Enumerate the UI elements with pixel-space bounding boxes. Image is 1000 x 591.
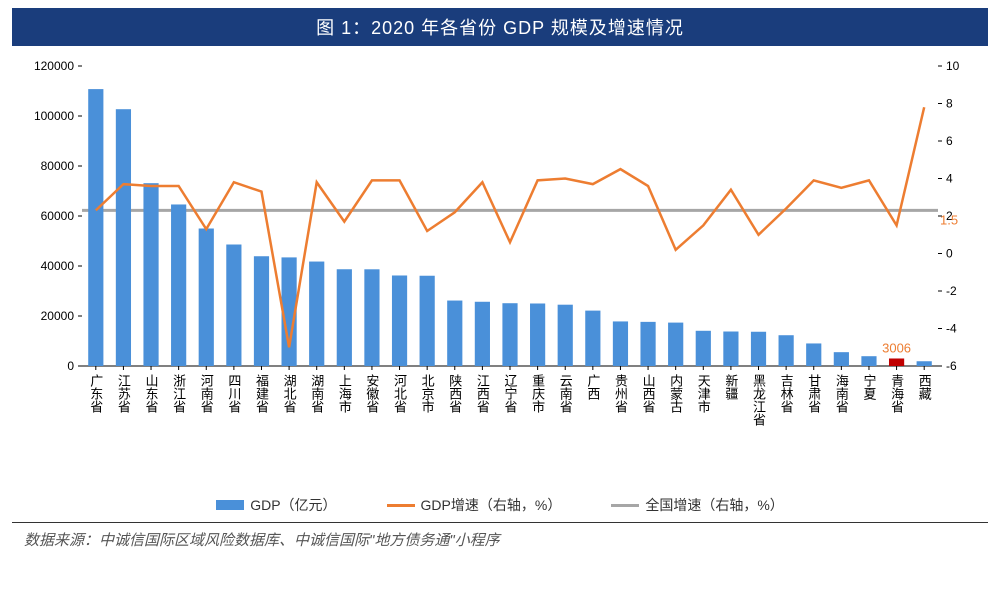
svg-text:0: 0 <box>946 247 953 261</box>
legend-line-label: GDP增速（右轴，%） <box>421 495 562 515</box>
legend-flat: 全国增速（右轴，%） <box>611 495 783 515</box>
svg-text:3006: 3006 <box>882 340 911 355</box>
legend-flat-swatch <box>611 504 639 507</box>
legend-line: GDP增速（右轴，%） <box>387 495 562 515</box>
svg-text:山东省: 山东省 <box>144 374 159 413</box>
svg-text:广西: 广西 <box>585 374 600 400</box>
svg-text:海南省: 海南省 <box>834 374 849 413</box>
svg-text:河北省: 河北省 <box>392 374 407 413</box>
legend-bar-swatch <box>216 500 244 510</box>
source-text: 数据来源：中诚信国际区域风险数据库、中诚信国际"地方债务通"小程序 <box>24 529 1000 550</box>
svg-text:天津市: 天津市 <box>696 374 711 413</box>
svg-text:河南省: 河南省 <box>199 374 214 413</box>
svg-text:陕西省: 陕西省 <box>447 374 462 413</box>
svg-text:新疆: 新疆 <box>723 373 738 400</box>
svg-text:宁夏: 宁夏 <box>861 373 876 400</box>
svg-text:北京市: 北京市 <box>420 374 435 413</box>
svg-text:山西省: 山西省 <box>641 374 656 413</box>
svg-text:-2: -2 <box>946 284 957 298</box>
svg-text:120000: 120000 <box>34 59 74 73</box>
svg-text:吉林省: 吉林省 <box>779 374 794 413</box>
svg-text:20000: 20000 <box>41 309 75 323</box>
footer-divider <box>12 522 988 523</box>
svg-text:重庆市: 重庆市 <box>530 373 545 413</box>
legend-flat-label: 全国增速（右轴，%） <box>645 495 783 515</box>
legend: GDP（亿元） GDP增速（右轴，%） 全国增速（右轴，%） <box>12 495 988 515</box>
svg-text:贵州省: 贵州省 <box>613 374 628 413</box>
svg-text:江苏省: 江苏省 <box>116 374 131 413</box>
svg-text:6: 6 <box>946 134 953 148</box>
svg-text:西藏: 西藏 <box>917 374 932 400</box>
svg-text:广东省: 广东省 <box>88 374 103 413</box>
svg-text:四川省: 四川省 <box>226 374 241 413</box>
svg-text:上海市: 上海市 <box>337 374 352 413</box>
svg-text:10: 10 <box>946 59 960 73</box>
legend-bar: GDP（亿元） <box>216 495 336 515</box>
svg-text:云南省: 云南省 <box>558 374 573 413</box>
svg-text:湖南省: 湖南省 <box>309 374 324 413</box>
chart-title: 图 1：2020 年各省份 GDP 规模及增速情况 <box>12 8 988 46</box>
legend-line-swatch <box>387 504 415 507</box>
svg-text:福建省: 福建省 <box>254 374 269 413</box>
svg-text:浙江省: 浙江省 <box>171 374 186 413</box>
svg-text:-4: -4 <box>946 322 957 336</box>
svg-text:100000: 100000 <box>34 109 74 123</box>
svg-text:辽宁省: 辽宁省 <box>503 374 518 413</box>
svg-text:40000: 40000 <box>41 259 75 273</box>
svg-text:-6: -6 <box>946 359 957 373</box>
svg-text:8: 8 <box>946 97 953 111</box>
svg-text:黑龙江省: 黑龙江省 <box>751 374 766 426</box>
svg-text:江西省: 江西省 <box>475 374 490 413</box>
svg-text:0: 0 <box>67 359 74 373</box>
svg-text:60000: 60000 <box>41 209 75 223</box>
svg-text:安徽省: 安徽省 <box>364 374 379 413</box>
svg-text:4: 4 <box>946 172 953 186</box>
svg-text:湖北省: 湖北省 <box>282 374 297 413</box>
svg-text:内蒙古: 内蒙古 <box>668 373 683 413</box>
svg-text:1.5: 1.5 <box>940 212 958 227</box>
svg-text:青海省: 青海省 <box>889 374 904 413</box>
svg-text:甘肃省: 甘肃省 <box>806 374 821 413</box>
svg-text:80000: 80000 <box>41 159 75 173</box>
legend-bar-label: GDP（亿元） <box>250 495 336 515</box>
chart-canvas: 0 20000 40000 60000 80000 100000 120000 -6 -4 -2 0… <box>12 46 988 516</box>
